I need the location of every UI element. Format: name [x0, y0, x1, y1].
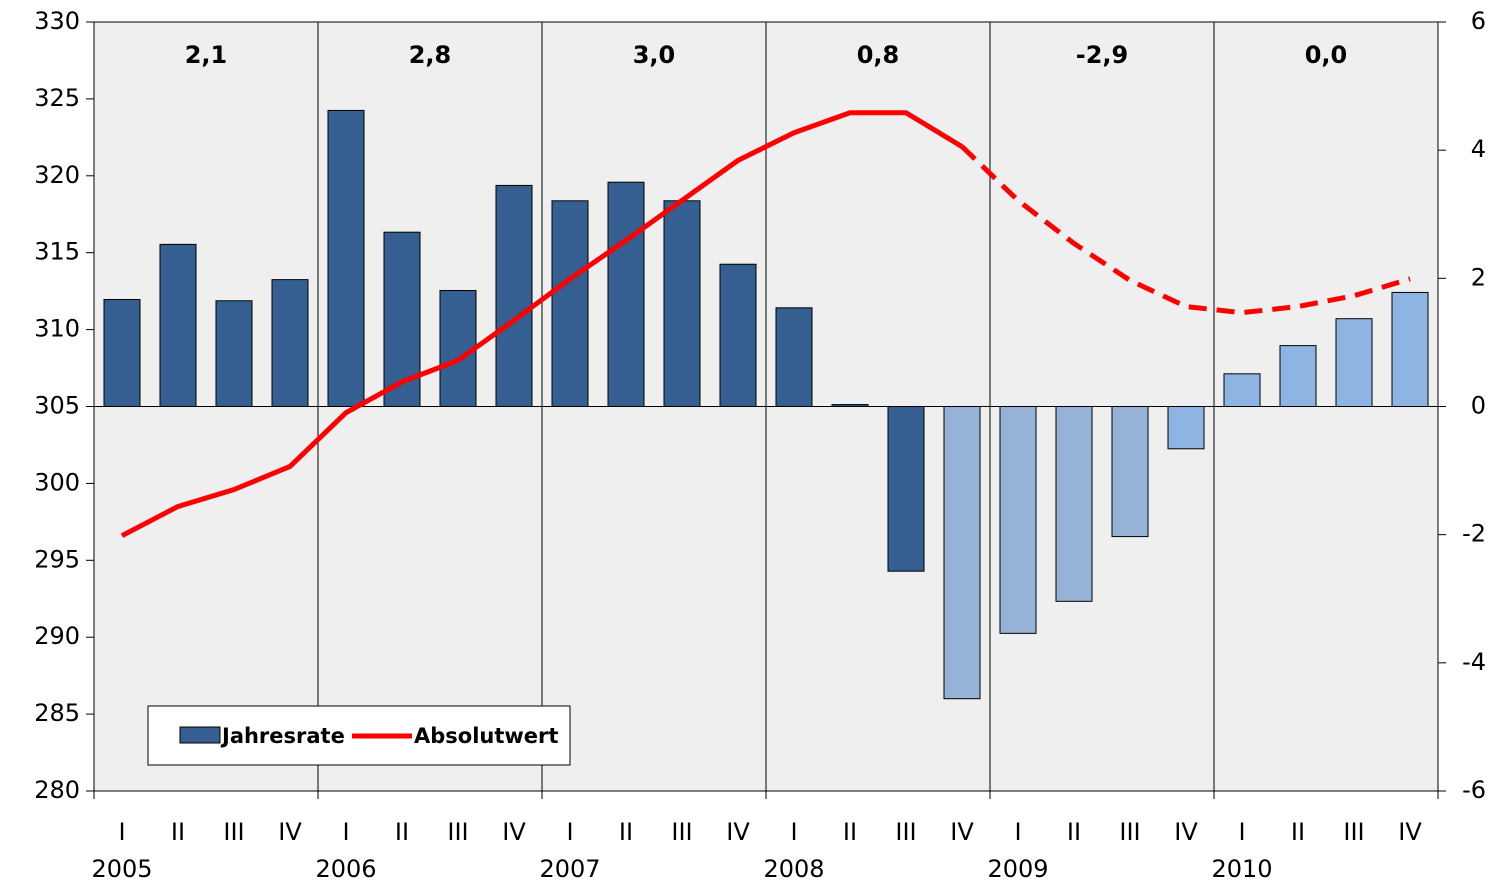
bar	[1335, 318, 1373, 408]
x-tick-label: I	[1014, 818, 1021, 846]
line	[120, 110, 964, 538]
bar	[1223, 373, 1261, 408]
x-tick-label: I	[118, 818, 125, 846]
bar	[159, 243, 197, 407]
annual-rate-label: 0,0	[1305, 41, 1348, 69]
bar	[607, 181, 645, 407]
x-tick-label: II	[843, 818, 857, 846]
y2-tick-label: 4	[1471, 135, 1486, 163]
bar	[271, 279, 309, 407]
y2-tick-label: 0	[1471, 392, 1486, 420]
x-tick-label: IV	[726, 818, 750, 846]
bar	[663, 200, 701, 407]
bar	[1167, 406, 1205, 450]
x-tick-label: IV	[1174, 818, 1198, 846]
annual-rate-label: 2,8	[409, 41, 452, 69]
annual-rate-label: -2,9	[1076, 41, 1128, 69]
x-tick-label: III	[671, 818, 692, 846]
bar	[943, 406, 981, 700]
annual-rate-label: 2,1	[185, 41, 228, 69]
bar	[1111, 406, 1149, 538]
x-tick-label: IV	[950, 818, 974, 846]
y-tick-label: 325	[34, 84, 80, 112]
y-tick-label: 320	[34, 161, 80, 189]
bar	[551, 200, 589, 407]
x-tick-label: IV	[278, 818, 302, 846]
bar	[1279, 345, 1317, 407]
bar	[1055, 406, 1093, 602]
x-tick-label: I	[1238, 818, 1245, 846]
year-label: 2006	[315, 855, 376, 883]
x-tick-label: III	[447, 818, 468, 846]
x-tick-label: I	[566, 818, 573, 846]
bar	[495, 184, 533, 407]
y-tick-label: 330	[34, 7, 80, 35]
year-label: 2008	[763, 855, 824, 883]
y-tick-label: 310	[34, 315, 80, 343]
line	[960, 144, 1411, 316]
y-tick-label: 315	[34, 238, 80, 266]
x-tick-label: I	[790, 818, 797, 846]
x-tick-label: III	[223, 818, 244, 846]
y2-tick-label: -4	[1462, 648, 1486, 676]
x-tick-label: III	[1119, 818, 1140, 846]
legend-label: Jahresrate	[220, 724, 345, 748]
bar	[775, 307, 813, 408]
y-tick-label: 280	[34, 776, 80, 804]
y-tick-label: 290	[34, 622, 80, 650]
x-tick-label: I	[342, 818, 349, 846]
y-tick-label: 305	[34, 392, 80, 420]
bar	[887, 406, 925, 572]
annual-rate-label: 0,8	[857, 41, 900, 69]
x-tick-label: II	[619, 818, 633, 846]
x-tick-label: III	[895, 818, 916, 846]
bar	[1391, 291, 1429, 408]
y-tick-label: 300	[34, 468, 80, 496]
y-tick-label: 295	[34, 545, 80, 573]
x-tick-label: IV	[1398, 818, 1422, 846]
bar	[439, 290, 477, 407]
bar	[719, 263, 757, 407]
year-label: 2007	[539, 855, 600, 883]
x-tick-label: II	[1291, 818, 1305, 846]
legend-label: Absolutwert	[414, 724, 558, 748]
y2-tick-label: 2	[1471, 263, 1486, 291]
y2-tick-label: 6	[1471, 7, 1486, 35]
y2-tick-label: -2	[1462, 520, 1486, 548]
year-label: 2010	[1211, 855, 1272, 883]
x-tick-label: II	[1067, 818, 1081, 846]
annual-rate-label: 3,0	[633, 41, 676, 69]
x-tick-label: III	[1343, 818, 1364, 846]
y2-tick-label: -6	[1462, 776, 1486, 804]
x-tick-label: II	[395, 818, 409, 846]
bar	[215, 300, 253, 408]
x-tick-label: IV	[502, 818, 526, 846]
bar	[103, 298, 141, 407]
legend-swatch	[179, 726, 221, 744]
y-tick-label: 285	[34, 699, 80, 727]
bar	[999, 406, 1037, 634]
year-label: 2005	[91, 855, 152, 883]
x-tick-label: II	[171, 818, 185, 846]
year-label: 2009	[987, 855, 1048, 883]
bar	[327, 109, 365, 407]
